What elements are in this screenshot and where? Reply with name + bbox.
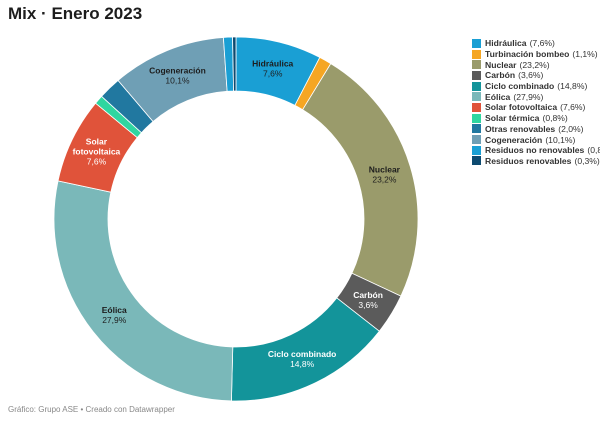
- legend-swatch: [472, 113, 481, 123]
- legend-label: Hidráulica: [485, 38, 527, 49]
- legend-swatch: [472, 49, 481, 59]
- legend-label: Otras renovables: [485, 123, 556, 134]
- legend-item: Turbinación bombeo (1,1%): [472, 49, 600, 60]
- slice-label: Solar: [86, 137, 108, 147]
- legend-swatch: [472, 156, 481, 166]
- legend-swatch: [472, 92, 481, 102]
- legend-label: Solar fotovoltaica: [485, 102, 558, 113]
- legend-item: Eólica (27,9%): [472, 91, 600, 102]
- legend-item: Ciclo combinado (14,8%): [472, 81, 600, 92]
- slice-label: Cogeneración: [149, 65, 206, 75]
- legend-label: Residuos no renovables: [485, 145, 585, 156]
- legend-value: (0,3%): [574, 155, 600, 166]
- legend-label: Nuclear: [485, 59, 517, 70]
- slice-label: Carbón: [353, 290, 383, 300]
- slice-residuos-renovables: [232, 36, 237, 92]
- legend-item: Hidráulica (7,6%): [472, 38, 600, 49]
- footer-credit: Gráfico: Grupo ASE • Creado con Datawrap…: [8, 405, 175, 414]
- legend-label: Eólica: [485, 91, 511, 102]
- legend-value: (7,6%): [529, 38, 555, 49]
- slice-value-label: 27,9%: [102, 315, 127, 325]
- legend-value: (0,8%): [542, 113, 568, 124]
- legend-label: Turbinación bombeo: [485, 49, 570, 60]
- legend-item: Solar fotovoltaica (7,6%): [472, 102, 600, 113]
- legend: Hidráulica (7,6%) Turbinación bombeo (1,1%)…: [472, 38, 600, 166]
- slice-value-label: 7,6%: [263, 68, 283, 78]
- slice-label: Ciclo combinado: [268, 349, 336, 359]
- slice-label: fotovoltaica: [73, 147, 121, 157]
- legend-swatch: [472, 124, 481, 134]
- slice-value-label: 10,1%: [165, 75, 190, 85]
- slice-eólica: [53, 180, 234, 402]
- legend-value: (10,1%): [545, 134, 576, 145]
- chart-title: Mix · Enero 2023: [8, 4, 143, 23]
- slice-nuclear: [302, 63, 419, 297]
- donut-chart: Hidráulica7,6%Nuclear23,2%Carbón3,6%Cicl…: [53, 36, 419, 402]
- legend-swatch: [472, 81, 481, 91]
- legend-label: Cogeneración: [485, 134, 543, 145]
- legend-value: (27,9%): [513, 91, 544, 102]
- legend-label: Carbón: [485, 70, 516, 81]
- legend-value: (23,2%): [519, 59, 550, 70]
- slice-value-label: 3,6%: [358, 300, 378, 310]
- slice-value-label: 23,2%: [372, 174, 397, 184]
- legend-item: Cogeneración (10,1%): [472, 134, 600, 145]
- slice-value-label: 7,6%: [87, 157, 107, 167]
- legend-label: Solar térmica: [485, 113, 540, 124]
- legend-swatch: [472, 145, 481, 155]
- legend-swatch: [472, 102, 481, 112]
- legend-swatch: [472, 60, 481, 70]
- legend-label: Residuos renovables: [485, 155, 572, 166]
- slice-label: Nuclear: [369, 164, 401, 174]
- legend-value: (1,1%): [572, 49, 598, 60]
- legend-value: (14,8%): [557, 81, 588, 92]
- legend-swatch: [472, 38, 481, 48]
- legend-item: Otras renovables (2,0%): [472, 124, 600, 135]
- legend-item: Solar térmica (0,8%): [472, 113, 600, 124]
- legend-item: Residuos no renovables(0,8%): [472, 145, 600, 156]
- legend-value: (2,0%): [558, 123, 584, 134]
- legend-swatch: [472, 70, 481, 80]
- legend-value: (7,6%): [560, 102, 586, 113]
- slice-label: Eólica: [102, 305, 127, 315]
- legend-item: Nuclear (23,2%): [472, 59, 600, 70]
- legend-label: Ciclo combinado: [485, 81, 555, 92]
- slice-label: Hidráulica: [252, 58, 293, 68]
- legend-swatch: [472, 135, 481, 145]
- legend-value: (0,8%): [587, 145, 600, 156]
- slice-value-label: 14,8%: [290, 359, 315, 369]
- legend-item: Residuos renovables (0,3%): [472, 156, 600, 167]
- legend-value: (3,6%): [518, 70, 544, 81]
- legend-item: Carbón (3,6%): [472, 70, 600, 81]
